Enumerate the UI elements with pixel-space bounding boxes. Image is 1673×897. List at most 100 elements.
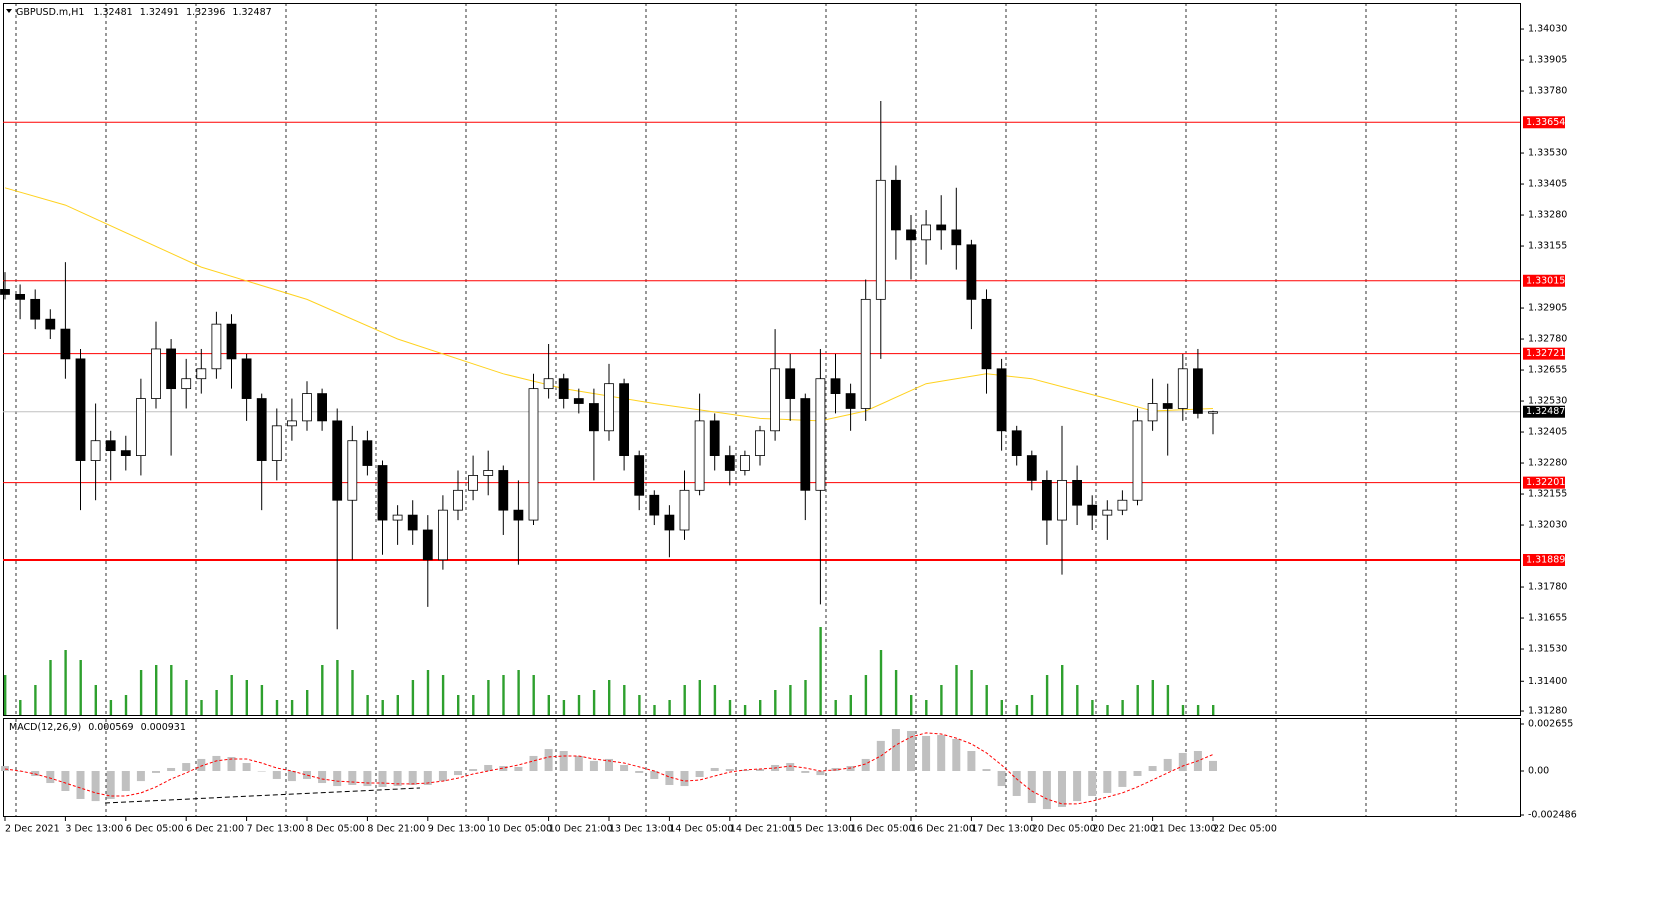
candle-body	[256, 398, 267, 461]
macd-bar	[333, 770, 342, 787]
macd-bar	[695, 770, 704, 778]
volume-bar	[532, 675, 535, 715]
y-tick-label: 1.33905	[1528, 55, 1567, 66]
x-tick-label: 3 Dec 13:00	[65, 824, 123, 835]
candle-body	[1117, 499, 1128, 511]
volume-bar	[804, 680, 807, 715]
candle-body	[392, 514, 403, 521]
candle-body	[1057, 479, 1067, 521]
x-tick-label: 15 Dec 13:00	[790, 824, 854, 835]
macd-bar	[348, 770, 357, 785]
macd-bar	[1103, 770, 1112, 793]
volume-bar	[1061, 665, 1064, 715]
candle-body	[332, 420, 343, 501]
macd-bar	[227, 757, 236, 771]
macd-bar	[891, 729, 900, 771]
y-tick-label: 1.32780	[1528, 334, 1567, 345]
macd-bar	[620, 764, 629, 771]
macd-bar	[514, 766, 523, 771]
macd-bar	[242, 763, 251, 771]
volume-bar	[728, 700, 732, 715]
ohlc-high: 1.32491	[140, 7, 179, 18]
macd-bar	[725, 769, 734, 771]
volume-bar	[139, 670, 143, 715]
y-tick-label: 1.33155	[1528, 241, 1567, 252]
volume-bar	[955, 665, 958, 715]
y-tick-label: 1.33780	[1528, 86, 1567, 97]
macd-bar	[106, 770, 115, 799]
y-tick-label: 1.33280	[1528, 210, 1567, 221]
macd-bar	[136, 770, 145, 782]
volume-bar	[668, 700, 671, 715]
macd-bar	[786, 763, 795, 771]
candle-body	[45, 318, 56, 330]
volume-bar	[396, 695, 399, 715]
macd-bar	[680, 770, 689, 787]
macd-y-tick-label: -0.002486	[1528, 810, 1577, 821]
x-tick-label: 7 Dec 13:00	[247, 824, 305, 835]
macd-bar	[438, 770, 447, 782]
macd-bar	[257, 770, 266, 772]
candle-body	[468, 475, 479, 491]
x-tick-label: 8 Dec 21:00	[367, 824, 425, 835]
macd-bar	[469, 769, 478, 771]
x-tick-label: 10 Dec 05:00	[488, 824, 552, 835]
volume-bar	[64, 650, 67, 715]
x-tick-label: 16 Dec 05:00	[851, 824, 915, 835]
level-label: 1.32721	[1526, 348, 1565, 359]
macd-bar	[816, 770, 825, 776]
candle-body	[90, 440, 101, 461]
volume-bar	[1151, 680, 1154, 715]
macd-bar	[846, 766, 855, 771]
macd-bar	[46, 770, 55, 784]
x-tick-label: 14 Dec 05:00	[669, 824, 733, 835]
macd-bar	[907, 730, 915, 771]
macd-bar	[1118, 770, 1127, 787]
y-tick-label: 1.31780	[1528, 582, 1567, 593]
volume-bar	[743, 705, 747, 715]
volume-bar	[774, 690, 777, 715]
candle-body	[1087, 504, 1098, 516]
volume-bar	[49, 660, 52, 715]
candle-body	[724, 455, 735, 471]
candle-body	[271, 425, 282, 461]
price-label: 1.32487	[1526, 406, 1565, 417]
volume-bar	[1121, 700, 1124, 715]
macd-bar	[378, 770, 387, 787]
macd-bar	[952, 738, 961, 771]
macd-bar	[197, 758, 206, 771]
level-label-box	[1523, 476, 1565, 489]
volume-bar	[411, 680, 415, 715]
macd-bar	[212, 755, 221, 771]
macd-bar	[1178, 752, 1187, 771]
macd-bar	[1, 766, 9, 771]
candle-body	[1132, 420, 1143, 501]
macd-bar	[635, 770, 644, 773]
volume-bar	[441, 675, 445, 715]
symbol: GBPUSD.m,H1	[16, 7, 84, 18]
candle-body	[860, 298, 871, 409]
candle-body	[30, 298, 41, 320]
x-tick-label: 2 Dec 2021	[5, 824, 60, 835]
candle-body	[755, 430, 765, 456]
x-tick-label: 20 Dec 05:00	[1032, 824, 1096, 835]
candle-body	[317, 393, 328, 422]
volume-bar	[1091, 700, 1094, 715]
macd-bar	[272, 770, 281, 779]
x-tick-label: 8 Dec 05:00	[307, 824, 365, 835]
level-label-box	[1523, 274, 1565, 287]
level-label-box	[1523, 116, 1565, 129]
macd-bar	[997, 770, 1006, 787]
volume-bar	[653, 705, 656, 715]
volume-bar	[472, 695, 475, 715]
y-tick-label: 1.32030	[1528, 520, 1567, 531]
macd-bar	[922, 735, 931, 771]
candle-body	[437, 509, 448, 561]
volume-bar	[623, 685, 626, 715]
volume-bar	[834, 700, 837, 715]
macd-bar	[1012, 770, 1021, 796]
candle-body	[513, 509, 524, 521]
candle-body	[15, 293, 26, 300]
volume-bar	[426, 670, 430, 715]
